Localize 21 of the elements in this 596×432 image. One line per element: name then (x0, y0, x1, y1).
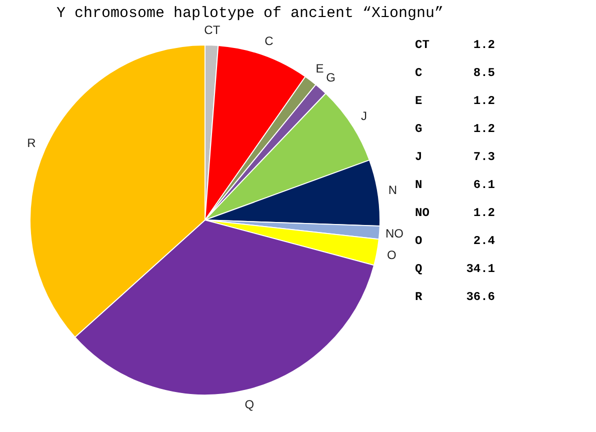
text: Q 34.1 (415, 262, 495, 276)
slice-label: E (316, 62, 324, 76)
text: E 1.2 (415, 94, 495, 108)
slice-label: O (387, 248, 396, 262)
slice-label: C (264, 34, 274, 48)
text: R 36.6 (415, 290, 495, 304)
slice-label: R (27, 136, 36, 150)
slice-label: CT (204, 23, 221, 38)
chart-title: Y chromosome haplotype of ancient “Xiongnu” (56, 5, 444, 22)
text: O 2.4 (415, 234, 495, 248)
slice-label: NO (386, 226, 404, 241)
slice-label: Q (244, 398, 254, 412)
slice-label: J (361, 109, 368, 123)
slice-label: G (326, 70, 336, 85)
text: NO 1.2 (415, 206, 495, 220)
slice-label: N (388, 183, 397, 198)
text: J 7.3 (415, 150, 495, 164)
text: G 1.2 (415, 122, 495, 136)
text: N 6.1 (415, 178, 495, 192)
text: C 8.5 (415, 66, 495, 80)
text: CT 1.2 (415, 38, 495, 52)
